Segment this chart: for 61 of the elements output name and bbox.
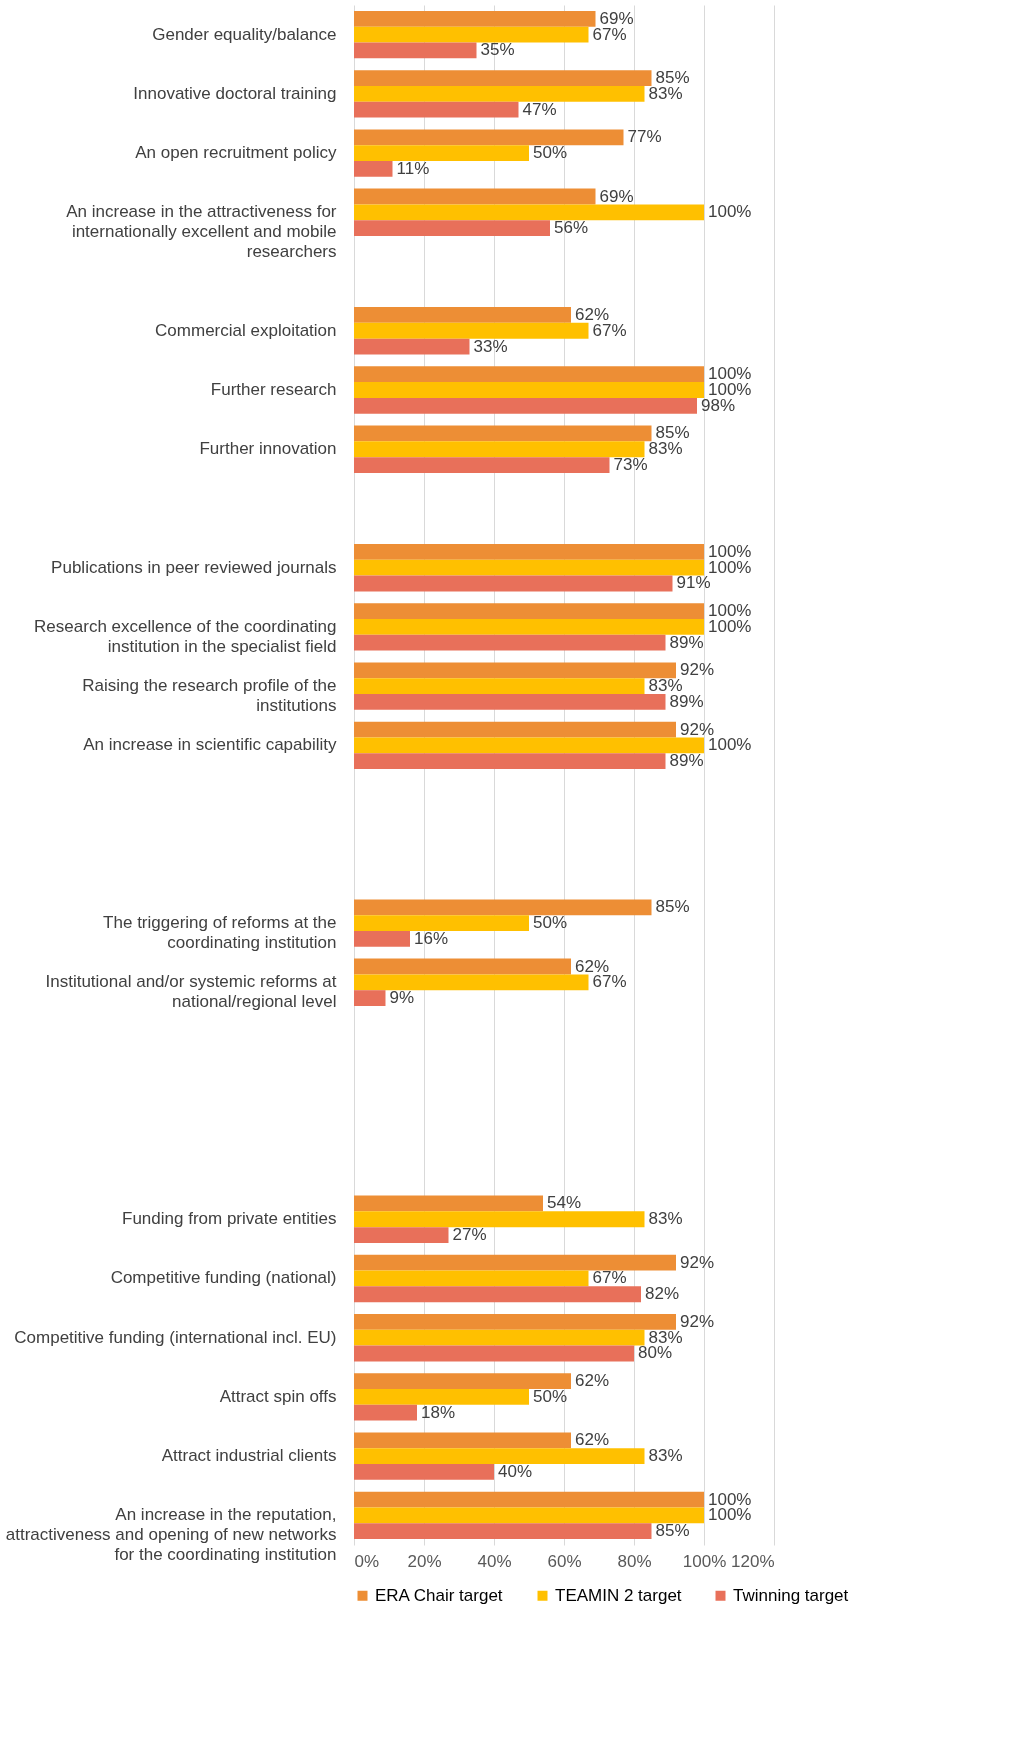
x-tick-label: 40% [477,1551,512,1571]
data-label: 92% [680,1311,715,1331]
data-label: 54% [547,1193,582,1213]
data-label: 67% [592,1268,627,1288]
legend-label: Twinning target [733,1585,849,1605]
data-label: 62% [575,1430,610,1450]
y-tick-label: Raising the research profile of the institutions [82,676,337,716]
data-label: 50% [533,913,568,933]
y-tick-label: Attract spin offs [219,1386,337,1406]
data-label: 47% [522,99,557,119]
x-tick-label: 0% [354,1551,380,1571]
data-label: 91% [676,573,711,593]
data-label: 85% [655,897,690,917]
data-label: 83% [648,1209,683,1229]
data-label: 33% [473,336,508,356]
data-label: 9% [389,988,415,1008]
y-tick-label: An increase in scientific capability [83,735,337,755]
data-label: 73% [613,455,648,475]
y-tick-label: An increase in the attractiveness for internationally excellent and mobile researchers [66,202,337,262]
data-label: 50% [533,1386,568,1406]
x-tick-label: 80% [617,1551,652,1571]
data-label: 77% [627,127,662,147]
y-tick-label: Gender equality/balance [152,24,337,44]
y-tick-label: Institutional and/or systemic reforms at national/regional level [45,972,337,1012]
data-label: 69% [599,186,634,206]
data-label: 92% [680,1252,715,1272]
y-tick-label: Funding from private entities [122,1209,337,1229]
data-label: 27% [452,1225,487,1245]
y-tick-label: Further research [210,380,337,399]
data-label: 89% [669,751,704,771]
data-label: 40% [498,1461,533,1481]
data-label: 62% [575,1371,610,1391]
y-tick-label: An increase in the reputation, attractiveness and opening of new networks for the coordinating institution [5,1505,337,1565]
x-tick-label: 60% [547,1551,582,1571]
y-tick-label: Competitive funding (international incl. EU) [14,1327,337,1347]
data-label: 11% [396,158,430,178]
x-tick-label: 20% [407,1551,442,1571]
y-tick-label: The triggering of reforms at the coordinating institution [103,913,337,953]
y-tick-label: Attract industrial clients [161,1446,337,1466]
data-label: 100% [708,202,752,222]
y-tick-label: Innovative doctoral training [133,83,337,103]
y-tick-label: Competitive funding (national) [110,1268,337,1288]
data-label: 18% [421,1402,456,1422]
data-label: 82% [645,1284,680,1304]
data-label: 56% [554,218,589,238]
data-label: 89% [669,632,704,652]
y-tick-label: Research excellence of the coordinating institution in the specialist field [34,616,337,656]
x-tick-label: 120% [731,1551,775,1571]
y-tick-label: Publications in peer reviewed journals [51,557,337,577]
x-tick-label: 100% [682,1551,727,1571]
y-tick-label: Further innovation [199,439,337,459]
data-label: 35% [480,40,515,60]
legend-label: ERA Chair target [375,1585,503,1605]
y-tick-label: Commercial exploitation [155,320,337,340]
data-label: 92% [680,660,715,680]
y-tick-label: An open recruitment policy [135,143,337,163]
data-label: 50% [533,143,568,163]
data-label: 16% [414,928,449,948]
data-label: 83% [648,1446,683,1466]
legend-label: TEAMIN 2 target [555,1585,682,1605]
data-label: 85% [655,1521,690,1541]
